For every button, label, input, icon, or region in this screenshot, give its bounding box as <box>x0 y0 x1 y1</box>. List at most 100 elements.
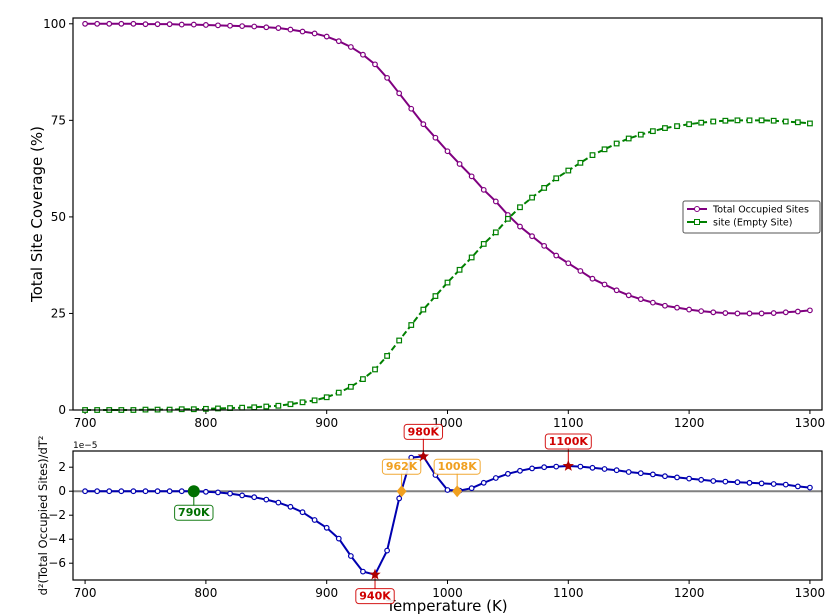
data-point <box>335 535 342 542</box>
data-point <box>227 22 233 29</box>
data-point <box>794 308 801 315</box>
data-point <box>384 353 390 359</box>
data-point <box>335 389 342 396</box>
data-point <box>299 28 306 35</box>
data-point <box>613 467 620 474</box>
legend-label: Total Occupied Sites <box>712 205 809 216</box>
data-point <box>746 310 753 317</box>
x-axis-label: Temperature (K) <box>385 597 507 615</box>
series-line-1 <box>85 119 811 411</box>
data-point <box>130 20 137 27</box>
data-point <box>807 120 813 127</box>
data-point <box>565 167 572 174</box>
data-point <box>263 24 270 31</box>
data-point <box>722 478 729 485</box>
data-point <box>396 90 403 97</box>
data-point <box>601 146 608 153</box>
data-point <box>662 473 668 480</box>
data-point <box>794 483 801 490</box>
data-point <box>360 568 366 575</box>
data-point <box>722 117 729 124</box>
data-point <box>130 488 137 495</box>
data-point <box>649 471 656 478</box>
data-point <box>577 268 584 274</box>
data-point <box>674 474 680 481</box>
annotation-box <box>544 433 592 450</box>
data-point <box>746 117 753 124</box>
y-axis-label: d²(Total Occupied Sites)/dT² <box>36 436 50 596</box>
data-point <box>577 159 584 166</box>
data-point <box>589 152 596 159</box>
data-point <box>492 198 499 205</box>
data-point <box>710 118 717 125</box>
data-point <box>118 488 125 495</box>
annotation-marker-star <box>369 568 381 580</box>
y-tick-label: 0 <box>58 484 66 498</box>
data-point <box>239 23 246 30</box>
data-point <box>625 469 632 475</box>
data-point <box>275 25 282 31</box>
x-tick-label: 1300 <box>795 416 826 430</box>
data-point <box>468 254 475 261</box>
data-point <box>215 405 221 412</box>
data-point <box>202 405 209 412</box>
data-point <box>311 30 318 37</box>
annotation-box <box>355 588 395 605</box>
data-point <box>734 117 741 124</box>
data-point <box>541 185 548 191</box>
legend <box>682 200 821 234</box>
x-tick-label: 700 <box>74 586 97 600</box>
y-tick-label: 75 <box>51 113 66 127</box>
data-point <box>82 20 88 27</box>
data-point <box>227 490 233 497</box>
annotation-label: 940K <box>359 590 391 603</box>
data-point <box>190 406 197 413</box>
data-point <box>674 123 680 130</box>
data-point <box>601 466 608 472</box>
x-tick-label: 1100 <box>553 416 584 430</box>
data-point <box>166 21 173 28</box>
annotation-marker-diamond <box>452 485 463 498</box>
data-point <box>480 186 487 193</box>
data-point <box>251 404 258 411</box>
annotation-marker-star <box>417 450 429 462</box>
plot-frame <box>72 450 823 581</box>
data-point <box>178 406 185 413</box>
data-point <box>613 287 620 294</box>
data-point <box>372 366 378 373</box>
data-point <box>275 402 282 409</box>
y-tick-label: −4 <box>48 532 66 546</box>
data-point <box>456 266 463 273</box>
data-point <box>529 194 535 201</box>
data-point <box>239 404 246 411</box>
data-point <box>529 233 535 240</box>
data-point <box>468 173 475 180</box>
data-point <box>396 495 403 502</box>
x-tick-label: 1200 <box>674 416 705 430</box>
x-tick-label: 800 <box>194 586 217 600</box>
data-point <box>505 470 511 477</box>
data-point <box>517 467 523 474</box>
data-point <box>347 383 354 390</box>
data-point <box>287 401 294 408</box>
annotation-marker-diamond <box>396 485 407 498</box>
data-point <box>758 480 765 487</box>
data-point <box>529 465 535 472</box>
data-point <box>589 464 596 471</box>
data-point <box>625 292 632 299</box>
data-point <box>468 485 475 492</box>
legend-marker <box>694 219 700 225</box>
x-tick-label: 1100 <box>553 586 584 600</box>
y-axis-label: Total Site Coverage (%) <box>28 126 46 303</box>
data-point <box>517 204 523 211</box>
data-point <box>492 475 499 481</box>
annotation-label: 1100K <box>549 435 589 448</box>
annotation-label: 790K <box>178 506 210 519</box>
data-point <box>202 488 209 495</box>
data-point <box>649 128 656 135</box>
legend-box <box>682 200 821 234</box>
data-point <box>553 252 560 259</box>
y-tick-label: 25 <box>51 306 66 320</box>
series-line-0 <box>85 22 811 315</box>
data-point <box>202 22 209 28</box>
